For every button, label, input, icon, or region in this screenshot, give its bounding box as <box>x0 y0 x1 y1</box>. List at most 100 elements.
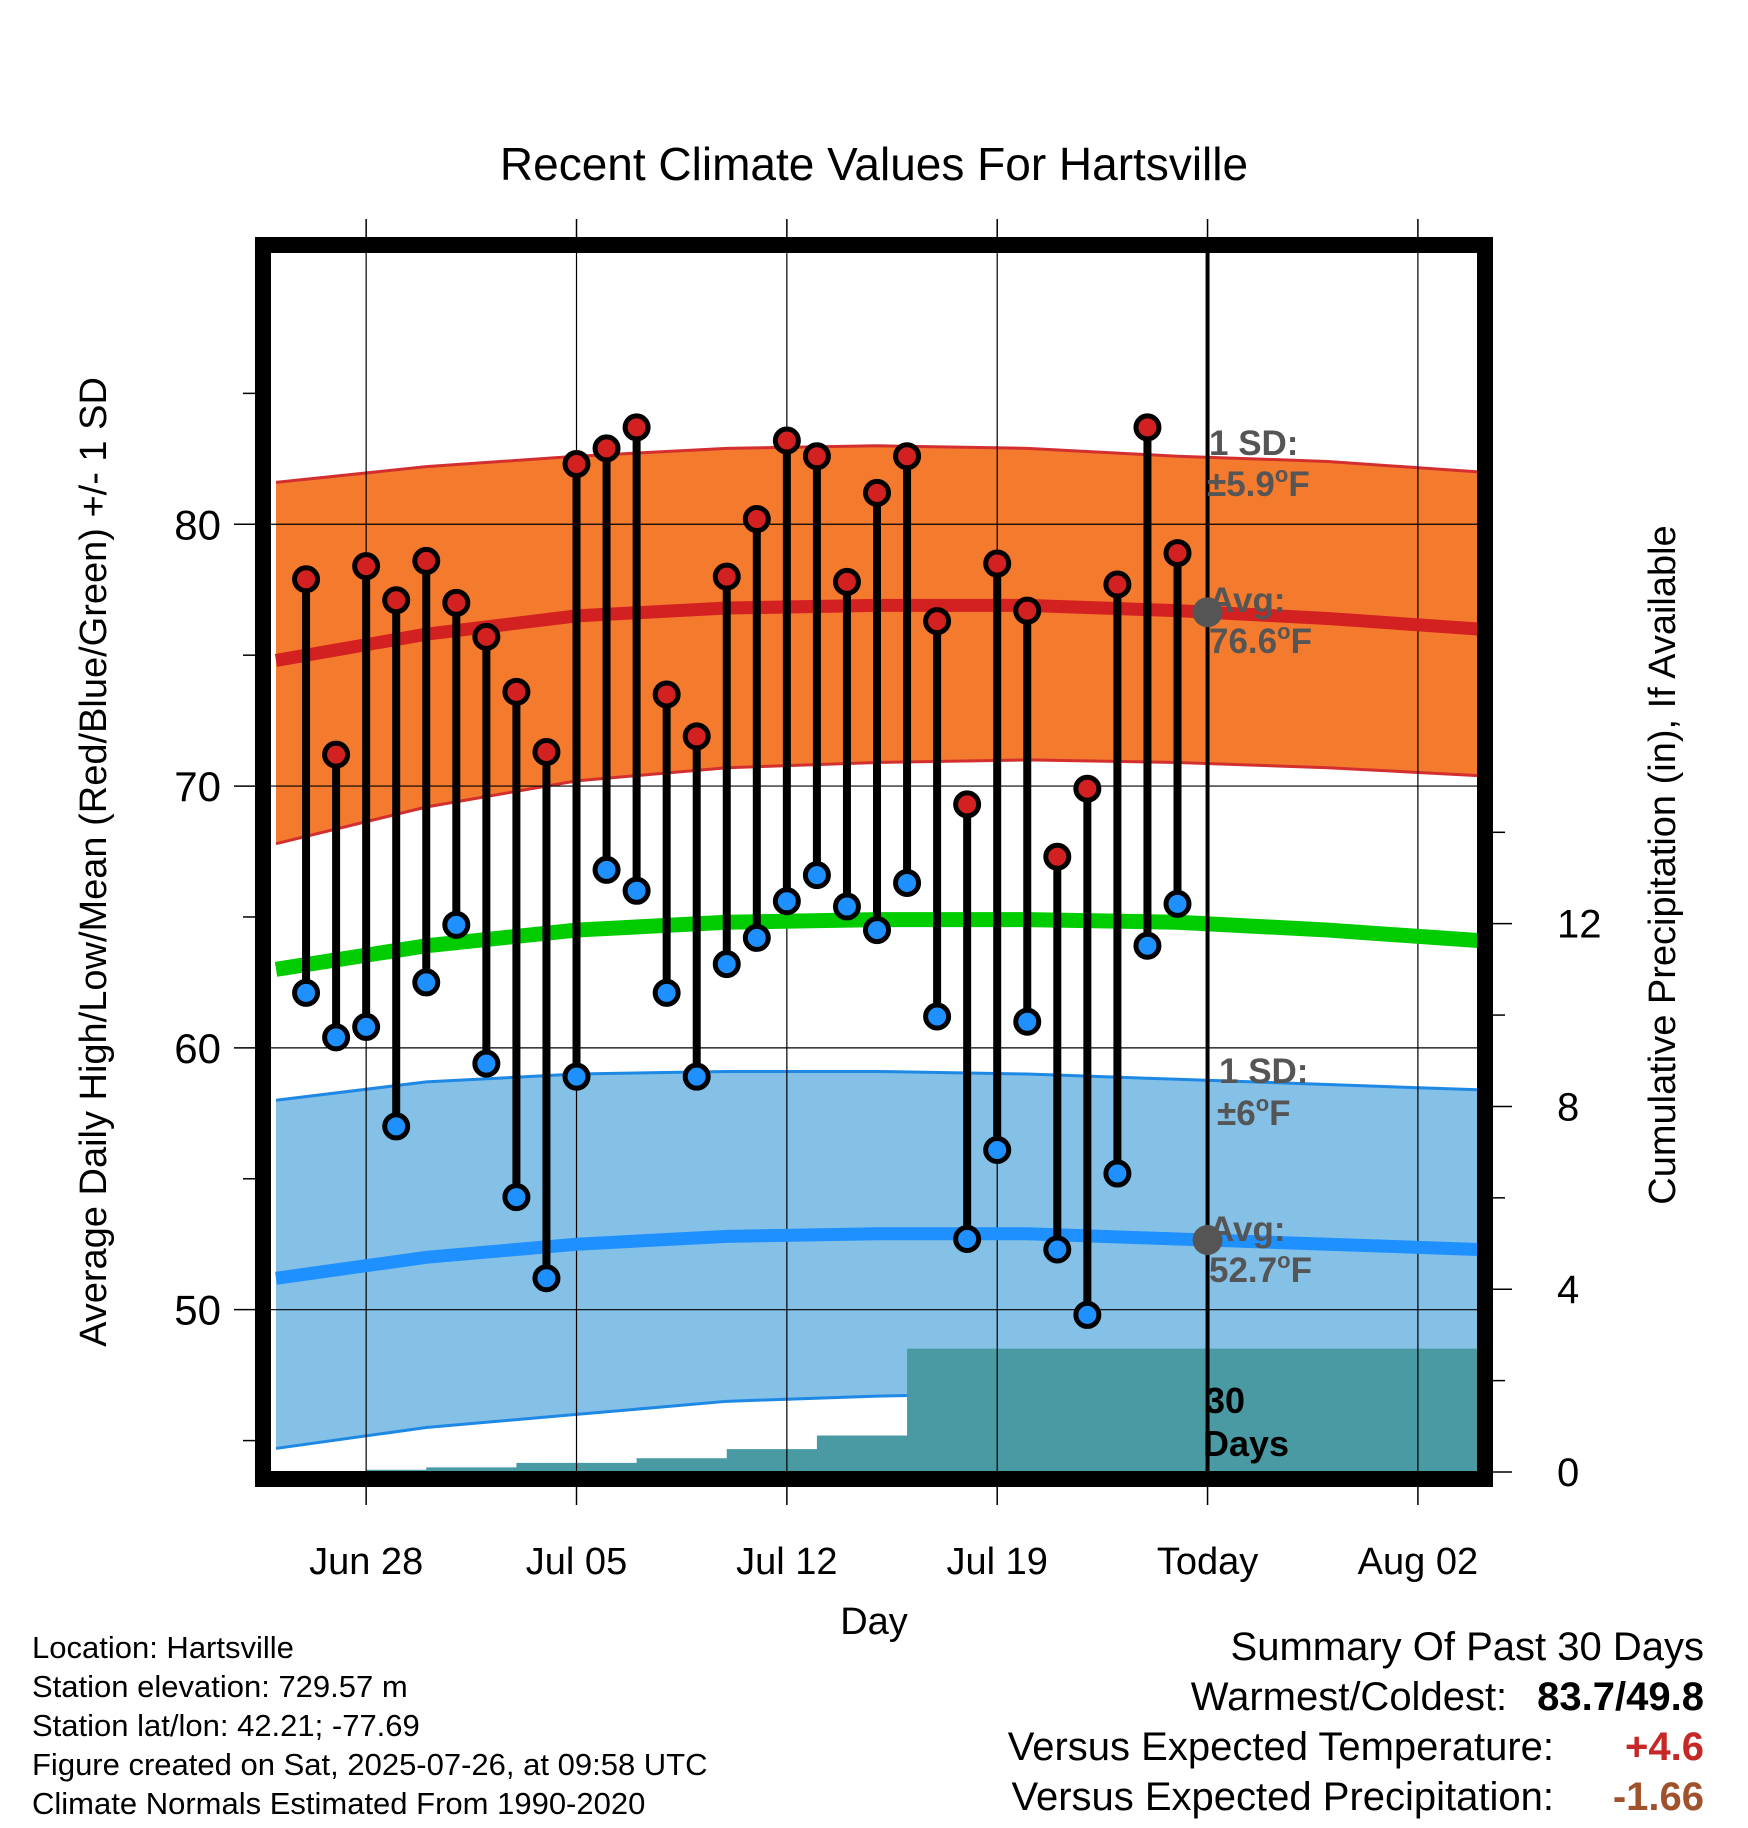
today-low-marker <box>1192 1225 1223 1256</box>
low-point-8 <box>502 1183 531 1212</box>
high-point-9 <box>532 738 561 767</box>
high-avg-label: Avg: <box>1209 581 1285 620</box>
high-point-10 <box>562 450 591 479</box>
low-sd-upper-edge <box>275 1069 1479 1102</box>
low-point-15 <box>712 950 741 979</box>
x-axis-label: Day <box>840 1601 908 1643</box>
high-point-23 <box>953 790 982 819</box>
y2-axis-label: Cumulative Precipitation (in), If Availa… <box>1642 525 1684 1204</box>
summary-panel: Summary Of Past 30 Days Warmest/Coldest:… <box>1008 1622 1704 1822</box>
low-point-5 <box>412 968 441 997</box>
low-avg-value: 52.7oF <box>1209 1248 1312 1290</box>
high-point-29 <box>1133 413 1162 442</box>
low-point-24 <box>983 1135 1012 1164</box>
low-sd-annotation: 1 SD: ±6oF <box>1217 1052 1308 1133</box>
high-point-12 <box>622 413 651 442</box>
low-point-23 <box>953 1224 982 1253</box>
days-annotation: 30 Days <box>1203 1380 1289 1464</box>
y-tick-label-3: 80 <box>174 501 221 548</box>
low-point-6 <box>442 910 471 939</box>
high-point-8 <box>502 677 531 706</box>
high-point-15 <box>712 562 741 591</box>
low-point-17 <box>772 887 801 916</box>
y2-tick-label-0: 0 <box>1557 1451 1579 1495</box>
high-point-1 <box>292 565 321 594</box>
high-point-22 <box>923 607 952 636</box>
high-point-18 <box>802 442 831 471</box>
low-point-3 <box>352 1012 381 1041</box>
station-info: Location: Hartsville Station elevation: … <box>32 1628 708 1823</box>
normals-text: Climate Normals Estimated From 1990-2020 <box>32 1786 646 1821</box>
low-point-10 <box>562 1062 591 1091</box>
x-tick-label-2: Jul 12 <box>736 1541 837 1583</box>
y-tick-label-2: 70 <box>174 763 221 810</box>
high-point-25 <box>1013 596 1042 625</box>
low-point-20 <box>863 916 892 945</box>
precip-label: Versus Expected Precipitation: <box>1011 1775 1554 1819</box>
high-point-11 <box>592 434 621 463</box>
low-avg-label: Avg: <box>1209 1210 1285 1249</box>
chart-title: Recent Climate Values For Hartsville <box>500 138 1248 190</box>
x-tick-label-1: Jul 05 <box>526 1541 627 1583</box>
low-point-4 <box>382 1112 411 1141</box>
precip-area <box>276 1348 1478 1472</box>
high-point-3 <box>352 552 381 581</box>
warmest-value: 83.7/49.8 <box>1537 1675 1704 1719</box>
high-point-14 <box>682 722 711 751</box>
high-point-24 <box>983 549 1012 578</box>
y2-tick-label-1: 4 <box>1557 1268 1579 1312</box>
high-point-30 <box>1163 539 1192 568</box>
low-sd-label: 1 SD: <box>1219 1052 1308 1091</box>
low-sd-value: ±6oF <box>1217 1091 1291 1133</box>
high-avg-value: 76.6oF <box>1209 619 1312 661</box>
high-point-17 <box>772 426 801 455</box>
temp-label: Versus Expected Temperature: <box>1007 1725 1554 1769</box>
y2-tick-label-2: 8 <box>1557 1085 1579 1129</box>
y2-tick-label-3: 12 <box>1557 903 1602 947</box>
temp-row: Versus Expected Temperature: +4.6 <box>1008 1722 1704 1772</box>
days-label: Days <box>1203 1423 1289 1464</box>
x-tick-label-4: Today <box>1157 1541 1258 1583</box>
summary-title: Summary Of Past 30 Days <box>1230 1625 1704 1669</box>
x-tick-label-0: Jun 28 <box>309 1541 423 1583</box>
high-point-13 <box>652 680 681 709</box>
high-point-28 <box>1103 570 1132 599</box>
low-point-27 <box>1073 1300 1102 1329</box>
elevation-text: Station elevation: 729.57 m <box>32 1669 408 1704</box>
low-point-30 <box>1163 889 1192 918</box>
low-point-11 <box>592 855 621 884</box>
high-sd-label: 1 SD: <box>1209 424 1298 463</box>
warmest-row: Warmest/Coldest: 83.7/49.8 <box>1008 1672 1704 1722</box>
low-point-22 <box>923 1002 952 1031</box>
low-point-2 <box>322 1023 351 1052</box>
high-sd-annotation: 1 SD: ±5.9oF <box>1207 424 1310 504</box>
high-point-5 <box>412 546 441 575</box>
high-avg-annotation: Avg: 76.6oF <box>1209 581 1312 661</box>
low-point-9 <box>532 1264 561 1293</box>
plot-frame <box>255 237 1493 1487</box>
high-point-7 <box>472 622 501 651</box>
temp-value: +4.6 <box>1625 1725 1704 1769</box>
low-point-13 <box>652 978 681 1007</box>
y-axis-label: Average Daily High/Low/Mean (Red/Blue/Gr… <box>73 377 115 1347</box>
high-sd-upper-edge <box>275 444 1479 484</box>
low-point-26 <box>1043 1235 1072 1264</box>
high-point-20 <box>863 478 892 507</box>
high-point-2 <box>322 740 351 769</box>
warmest-label: Warmest/Coldest: <box>1190 1675 1508 1719</box>
low-point-14 <box>682 1062 711 1091</box>
low-point-19 <box>832 892 861 921</box>
x-tick-label-5: Aug 02 <box>1358 1541 1478 1583</box>
high-point-26 <box>1043 842 1072 871</box>
low-point-7 <box>472 1049 501 1078</box>
today-high-marker <box>1192 597 1223 628</box>
high-point-21 <box>893 442 922 471</box>
y-tick-label-1: 60 <box>174 1025 221 1072</box>
high-point-19 <box>832 567 861 596</box>
x-tick-label-3: Jul 19 <box>947 1541 1048 1583</box>
plot-area: Jun 28 Jul 05 Jul 12 Jul 19 Today Aug 02 50 60 7… <box>174 219 1602 1583</box>
latlon-text: Station lat/lon: 42.21; -77.69 <box>32 1708 420 1743</box>
high-point-27 <box>1073 774 1102 803</box>
y-tick-label-0: 50 <box>174 1287 221 1334</box>
